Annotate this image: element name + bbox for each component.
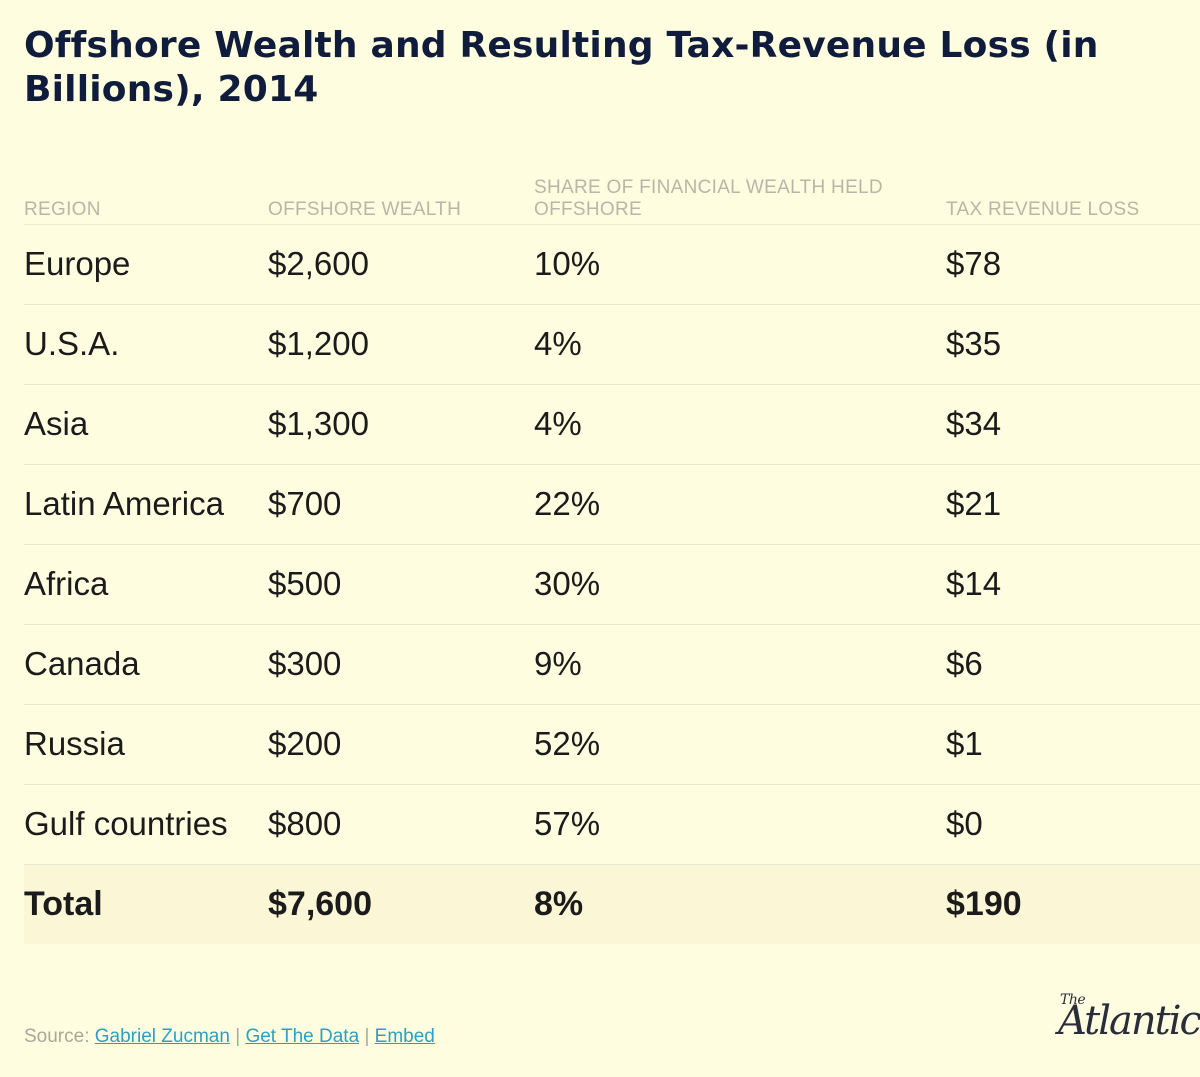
table-header: REGION OFFSHORE WEALTH SHARE OF FINANCIA… — [24, 170, 1200, 225]
data-table: REGION OFFSHORE WEALTH SHARE OF FINANCIA… — [24, 170, 1200, 944]
cell-share: 9% — [534, 645, 582, 682]
table-row: Asia $1,300 4% $34 — [24, 385, 1200, 465]
cell-region: Gulf countries — [24, 805, 228, 842]
cell-total-offshore-wealth: $7,600 — [268, 885, 372, 923]
cell-tax-revenue-loss: $14 — [946, 565, 1002, 602]
cell-tax-revenue-loss: $21 — [946, 485, 1002, 522]
cell-offshore-wealth: $1,300 — [268, 405, 369, 442]
cell-offshore-wealth: $300 — [268, 645, 342, 682]
cell-total-share: 8% — [534, 885, 584, 923]
logo-the: The — [1060, 992, 1086, 1008]
cell-share: 4% — [534, 405, 582, 442]
cell-offshore-wealth: $500 — [268, 565, 342, 602]
source-line: Source: Gabriel Zucman | Get The Data | … — [24, 1026, 435, 1048]
cell-tax-revenue-loss: $0 — [946, 805, 983, 842]
cell-offshore-wealth: $1,200 — [268, 325, 369, 362]
cell-share: 52% — [534, 725, 601, 762]
cell-tax-revenue-loss: $34 — [946, 405, 1002, 442]
table-row: U.S.A. $1,200 4% $35 — [24, 305, 1200, 385]
cell-share: 4% — [534, 325, 582, 362]
separator: | — [364, 1026, 370, 1047]
table-row: Russia $200 52% $1 — [24, 705, 1200, 785]
table-row: Africa $500 30% $14 — [24, 545, 1200, 625]
source-label: Source: — [24, 1026, 90, 1047]
column-header-region: REGION — [24, 199, 101, 220]
cell-total-label: Total — [24, 885, 103, 923]
cell-region: U.S.A. — [24, 325, 120, 362]
column-header-tax-revenue-loss: TAX REVENUE LOSS — [946, 199, 1140, 220]
cell-share: 30% — [534, 565, 601, 602]
cell-offshore-wealth: $200 — [268, 725, 342, 762]
cell-share: 57% — [534, 805, 601, 842]
cell-total-tax-revenue-loss: $190 — [946, 885, 1022, 923]
cell-tax-revenue-loss: $35 — [946, 325, 1002, 362]
source-author-link[interactable]: Gabriel Zucman — [94, 1026, 230, 1047]
cell-offshore-wealth: $800 — [268, 805, 342, 842]
table-row: Gulf countries $800 57% $0 — [24, 785, 1200, 865]
column-header-offshore-wealth: OFFSHORE WEALTH — [268, 199, 462, 220]
cell-offshore-wealth: $700 — [268, 485, 342, 522]
cell-region: Russia — [24, 725, 125, 762]
table-row: Canada $300 9% $6 — [24, 625, 1200, 705]
cell-share: 22% — [534, 485, 601, 522]
cell-tax-revenue-loss: $6 — [946, 645, 983, 682]
separator: | — [235, 1026, 241, 1047]
cell-offshore-wealth: $2,600 — [268, 245, 369, 282]
logo-name: Atlantic — [1058, 998, 1200, 1044]
cell-tax-revenue-loss: $1 — [946, 725, 983, 762]
embed-link[interactable]: Embed — [374, 1026, 435, 1047]
the-atlantic-logo: The Atlantic — [1058, 990, 1200, 1050]
table-row: Latin America $700 22% $21 — [24, 465, 1200, 545]
table-row: Europe $2,600 10% $78 — [24, 225, 1200, 305]
cell-share: 10% — [534, 245, 601, 282]
cell-region: Europe — [24, 245, 131, 282]
cell-region: Asia — [24, 405, 89, 442]
cell-tax-revenue-loss: $78 — [946, 245, 1002, 282]
total-row: Total $7,600 8% $190 — [24, 865, 1200, 944]
cell-region: Africa — [24, 565, 109, 602]
chart-title: Offshore Wealth and Resulting Tax-Revenu… — [24, 25, 1099, 110]
column-header-share: SHARE OF FINANCIAL WEALTH HELD OFFSHORE — [534, 177, 883, 220]
get-the-data-link[interactable]: Get The Data — [245, 1026, 360, 1047]
cell-region: Latin America — [24, 485, 224, 522]
cell-region: Canada — [24, 645, 140, 682]
